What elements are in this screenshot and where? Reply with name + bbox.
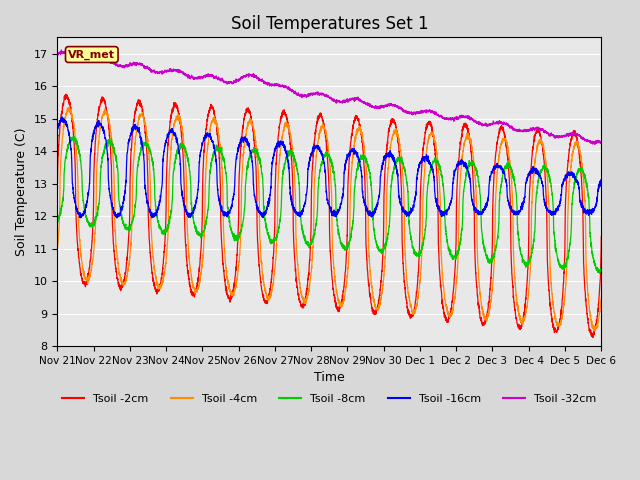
- Tsoil -8cm: [546, 176, 554, 181]
- Tsoil -4cm: [597, 295, 605, 300]
- Tsoil -4cm: [591, 328, 598, 334]
- Tsoil -8cm: [392, 160, 400, 166]
- Tsoil -2cm: [205, 107, 213, 113]
- Tsoil -2cm: [546, 296, 554, 302]
- Tsoil -16cm: [546, 207, 554, 213]
- Tsoil -16cm: [597, 180, 605, 186]
- Tsoil -2cm: [589, 335, 596, 340]
- Tsoil -8cm: [597, 266, 605, 272]
- Tsoil -32cm: [597, 138, 605, 144]
- Tsoil -32cm: [170, 66, 178, 72]
- Tsoil -8cm: [597, 264, 605, 270]
- Tsoil -4cm: [170, 123, 178, 129]
- Tsoil -16cm: [392, 163, 400, 168]
- Line: Tsoil -16cm: Tsoil -16cm: [58, 117, 601, 218]
- Tsoil -2cm: [54, 187, 61, 193]
- Tsoil -2cm: [392, 123, 400, 129]
- Tsoil -32cm: [591, 142, 598, 147]
- Line: Tsoil -8cm: Tsoil -8cm: [58, 137, 601, 273]
- X-axis label: Time: Time: [314, 372, 345, 384]
- Tsoil -4cm: [383, 206, 390, 212]
- Tsoil -2cm: [597, 234, 605, 240]
- Text: VR_met: VR_met: [68, 49, 115, 60]
- Line: Tsoil -32cm: Tsoil -32cm: [58, 50, 601, 144]
- Tsoil -32cm: [546, 132, 554, 138]
- Tsoil -4cm: [65, 105, 72, 111]
- Tsoil -16cm: [58, 114, 66, 120]
- Legend: Tsoil -2cm, Tsoil -4cm, Tsoil -8cm, Tsoil -16cm, Tsoil -32cm: Tsoil -2cm, Tsoil -4cm, Tsoil -8cm, Tsoi…: [58, 389, 601, 408]
- Tsoil -16cm: [597, 178, 605, 184]
- Tsoil -2cm: [597, 248, 605, 253]
- Tsoil -16cm: [383, 152, 390, 157]
- Tsoil -8cm: [54, 219, 61, 225]
- Tsoil -2cm: [62, 91, 70, 97]
- Tsoil -4cm: [54, 246, 61, 252]
- Tsoil -32cm: [597, 140, 605, 145]
- Tsoil -32cm: [205, 73, 213, 79]
- Tsoil -16cm: [54, 127, 61, 133]
- Tsoil -16cm: [113, 215, 120, 221]
- Tsoil -8cm: [170, 166, 178, 172]
- Tsoil -32cm: [58, 47, 65, 53]
- Tsoil -16cm: [205, 133, 213, 139]
- Line: Tsoil -4cm: Tsoil -4cm: [58, 108, 601, 331]
- Tsoil -32cm: [392, 103, 400, 109]
- Tsoil -2cm: [383, 149, 390, 155]
- Tsoil -8cm: [205, 177, 213, 183]
- Tsoil -16cm: [170, 130, 178, 135]
- Tsoil -32cm: [54, 50, 61, 56]
- Tsoil -8cm: [70, 134, 78, 140]
- Tsoil -4cm: [205, 130, 213, 136]
- Tsoil -8cm: [383, 239, 390, 244]
- Line: Tsoil -2cm: Tsoil -2cm: [58, 94, 601, 337]
- Y-axis label: Soil Temperature (C): Soil Temperature (C): [15, 127, 28, 256]
- Tsoil -32cm: [383, 103, 390, 108]
- Tsoil -4cm: [597, 296, 605, 301]
- Tsoil -8cm: [596, 270, 604, 276]
- Tsoil -4cm: [546, 254, 554, 260]
- Tsoil -2cm: [170, 102, 178, 108]
- Tsoil -4cm: [392, 126, 400, 132]
- Title: Soil Temperatures Set 1: Soil Temperatures Set 1: [230, 15, 428, 33]
